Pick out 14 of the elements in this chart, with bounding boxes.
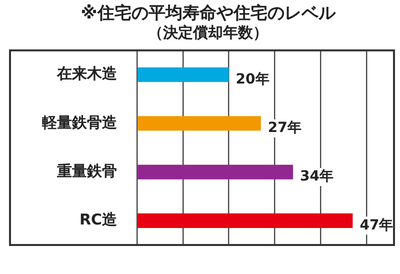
bar [138,116,261,131]
bar [138,213,353,228]
y-tick-label: 重量鉄骨 [56,162,117,180]
bar [138,67,229,82]
bar [138,164,294,180]
data-label: 47年 [360,217,394,234]
data-label: 34年 [300,168,334,185]
y-tick-label: 軽量鉄骨造 [41,113,118,132]
y-tick-label: 在来木造 [56,64,118,83]
data-label: 27年 [268,120,302,136]
y-tick-label: RC造 [79,210,118,229]
data-label: 20年 [236,71,270,88]
chart-subtitle: （決定償却年数） [148,23,268,42]
chart-title: ※住宅の平均寿命や住宅のレベル [80,4,336,24]
